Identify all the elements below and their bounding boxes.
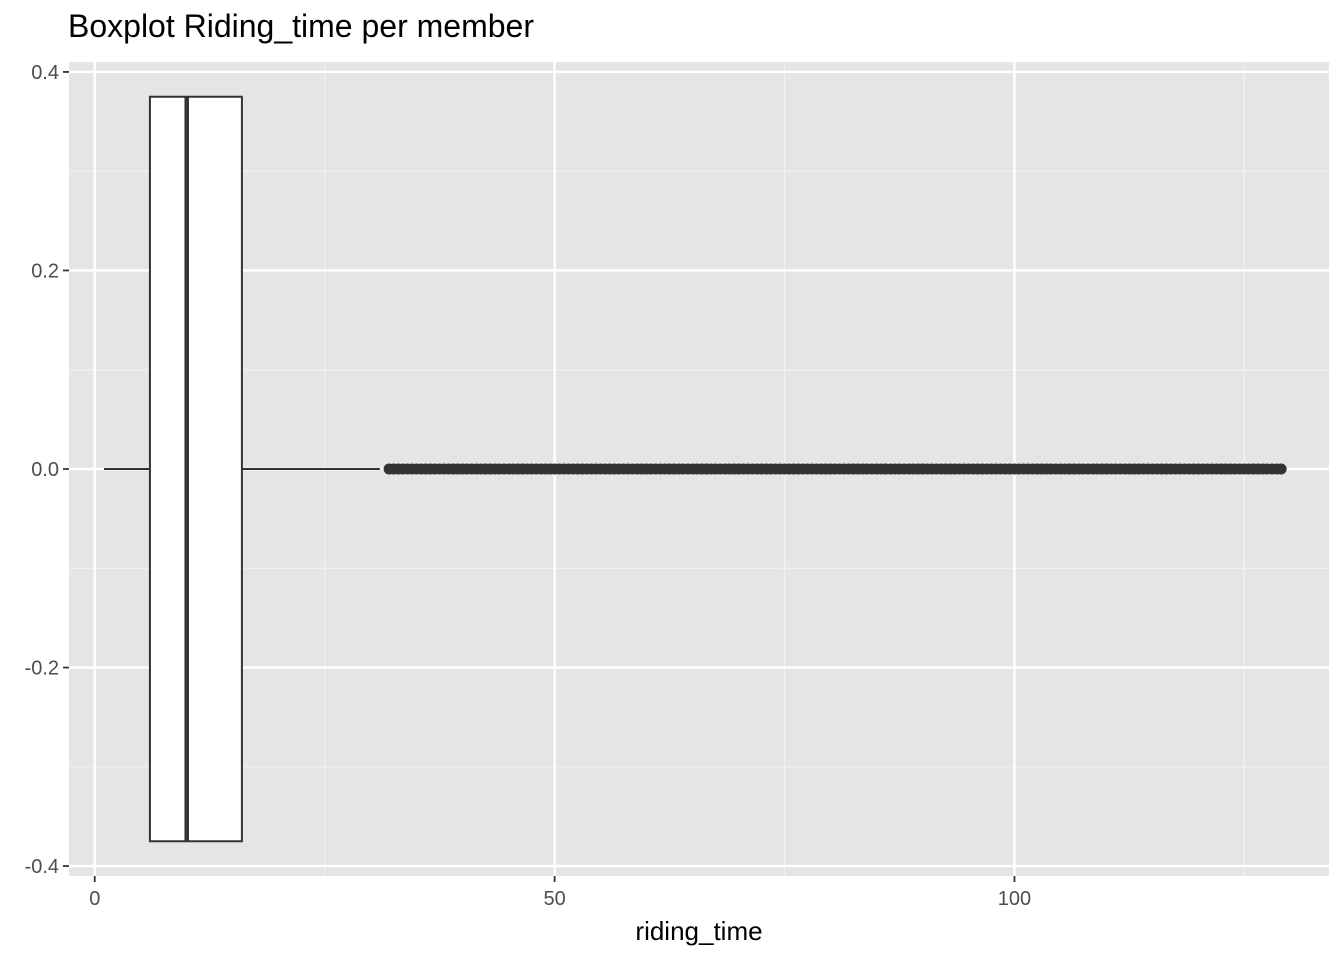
y-tick-label: 0.4	[31, 62, 59, 84]
y-tick-label: 0.0	[31, 459, 59, 481]
x-axis-title: riding_time	[635, 916, 762, 946]
outlier-point	[1275, 463, 1287, 475]
y-tick-label: -0.4	[25, 856, 59, 878]
iqr-box	[148, 95, 243, 843]
y-tick-label: -0.2	[25, 658, 59, 680]
x-tick-label: 100	[998, 888, 1031, 910]
boxplot-marks	[103, 95, 1287, 843]
x-tick-label: 50	[543, 888, 565, 910]
x-tick-label: 0	[89, 888, 100, 910]
chart-title: Boxplot Riding_time per member	[68, 8, 534, 44]
axes: 0 50 100 -0.4 -0.2 0.0 0.2 0.4	[25, 62, 1032, 910]
y-tick-label: 0.2	[31, 260, 59, 282]
